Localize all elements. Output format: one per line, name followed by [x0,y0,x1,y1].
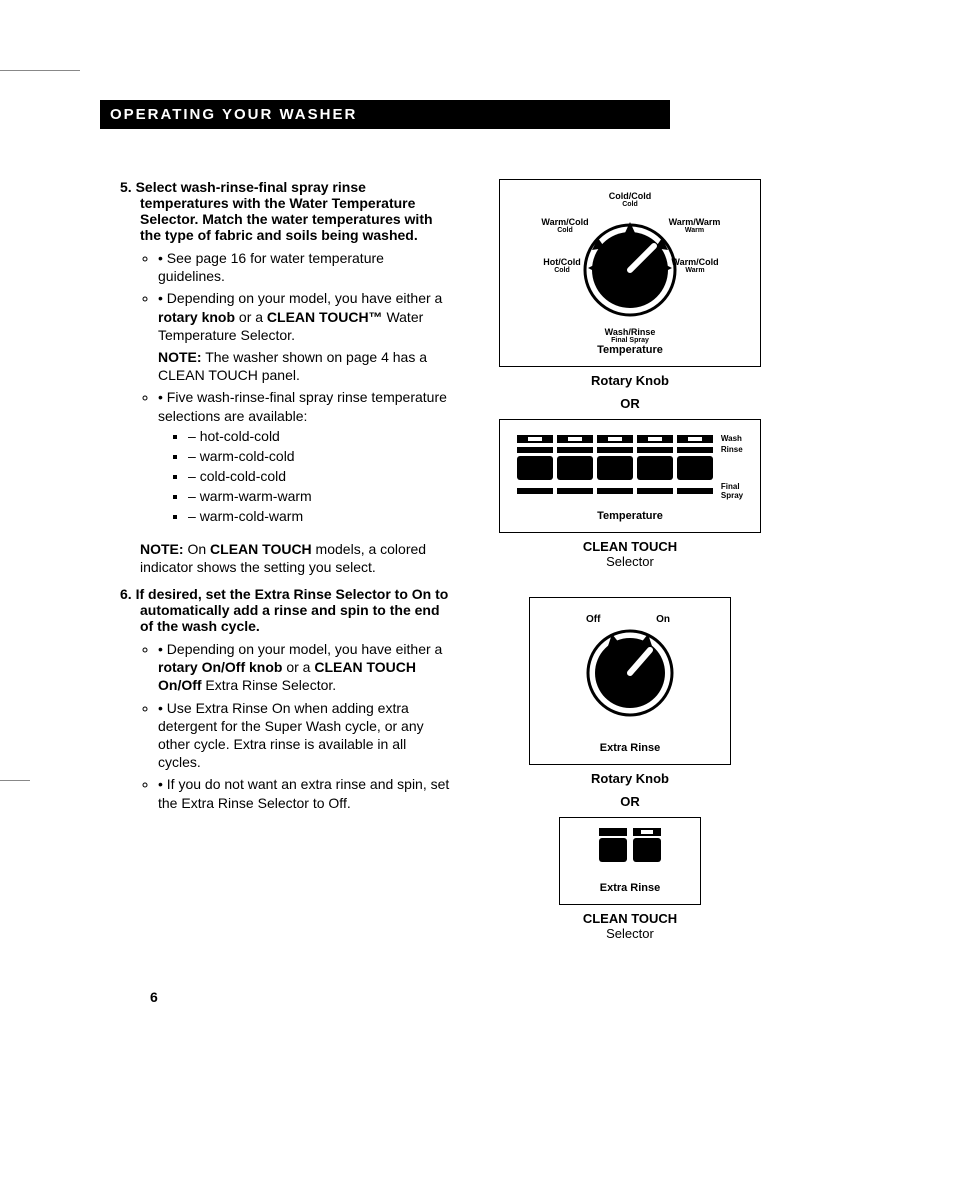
temp-option-4: – warm-warm-warm [188,487,450,505]
page-number: 6 [150,989,874,1005]
temp-option-2: – warm-cold-cold [188,447,450,465]
touch-wash-2 [557,435,593,443]
step-5-heading: Select wash-rinse-final spray rinse temp… [136,179,433,243]
touch-wash-3 [597,435,633,443]
step-5-bullet-1: See page 16 for water temperature guidel… [158,249,450,285]
touch-rinse-3 [597,447,633,453]
knob-label-br: Warm/ColdWarm [670,258,720,274]
step-6-bullet-1: Depending on your model, you have either… [158,640,450,695]
temperature-knob-title: Temperature [597,344,663,356]
touch-final-5 [677,488,713,494]
section-header: OPERATING YOUR WASHER [100,100,670,129]
step-5-bullet-3: Five wash-rinse-final spray rinse temper… [158,388,450,525]
fig4-caption: CLEAN TOUCHSelector [583,911,677,941]
rinse-off-label: Off [586,614,600,625]
figures-column: Cold/ColdCold Warm/ColdCold Warm/WarmWar… [480,179,780,949]
knob-label-tr: Warm/WarmWarm [667,218,722,234]
rinse-touch-ind-2 [633,828,661,836]
step-6-number: 6. [120,586,132,602]
fig2-caption: CLEAN TOUCHSelector [583,539,677,569]
touch-rinse-1 [517,447,553,453]
extra-rinse-knob-title: Extra Rinse [600,742,661,754]
touch-btn-4 [637,456,673,480]
touch-btn-2 [557,456,593,480]
temp-option-3: – cold-cold-cold [188,467,450,485]
touch-rinse-2 [557,447,593,453]
rinse-touch-btn-2 [633,838,661,862]
extra-rinse-knob-icon [560,608,700,728]
knob-label-bottom: Wash/RinseFinal Spray [600,328,660,344]
step-5-bullet-2: Depending on your model, you have either… [158,289,450,384]
fig3-caption: Rotary Knob [591,771,669,786]
rinse-touch-ind-1 [599,828,627,836]
touch-final-3 [597,488,633,494]
step-6-bullet-3: If you do not want an extra rinse and sp… [158,775,450,811]
temperature-knob-figure: Cold/ColdCold Warm/ColdCold Warm/WarmWar… [499,179,761,367]
step-6-heading: If desired, set the Extra Rinse Selector… [136,586,449,634]
knob-label-bl: Hot/ColdCold [542,258,582,274]
fig1-or: OR [620,396,640,411]
touch-side-final: Final Spray [721,482,743,500]
touch-wash-4 [637,435,673,443]
rinse-on-label: On [656,614,670,625]
rinse-touch-btn-1 [599,838,627,862]
temp-option-1: – hot-cold-cold [188,427,450,445]
touch-final-2 [557,488,593,494]
step-5-number: 5. [120,179,132,195]
touch-btn-3 [597,456,633,480]
touch-final-1 [517,488,553,494]
extra-rinse-touch-title: Extra Rinse [600,882,661,894]
fig1-caption: Rotary Knob [591,373,669,388]
temperature-touch-figure: Wash Rinse [499,419,761,533]
knob-label-tl: Warm/ColdCold [540,218,590,234]
knob-label-top: Cold/ColdCold [605,192,655,208]
touch-wash-5 [677,435,713,443]
temp-option-5: – warm-cold-warm [188,507,450,525]
touch-btn-5 [677,456,713,480]
touch-side-wash: Wash [721,434,742,443]
touch-side-rinse: Rinse [721,445,743,454]
temperature-touch-title: Temperature [597,510,663,522]
touch-final-4 [637,488,673,494]
touch-wash-1 [517,435,553,443]
touch-btn-1 [517,456,553,480]
instructions-column: 5. Select wash-rinse-final spray rinse t… [100,179,450,949]
extra-rinse-knob-figure: Off On Extra Rinse [529,597,731,765]
extra-rinse-touch-figure: Extra Rinse [559,817,701,905]
touch-rinse-5 [677,447,713,453]
step-6-bullet-2: Use Extra Rinse On when adding extra det… [158,699,450,772]
fig3-or: OR [620,794,640,809]
touch-rinse-4 [637,447,673,453]
